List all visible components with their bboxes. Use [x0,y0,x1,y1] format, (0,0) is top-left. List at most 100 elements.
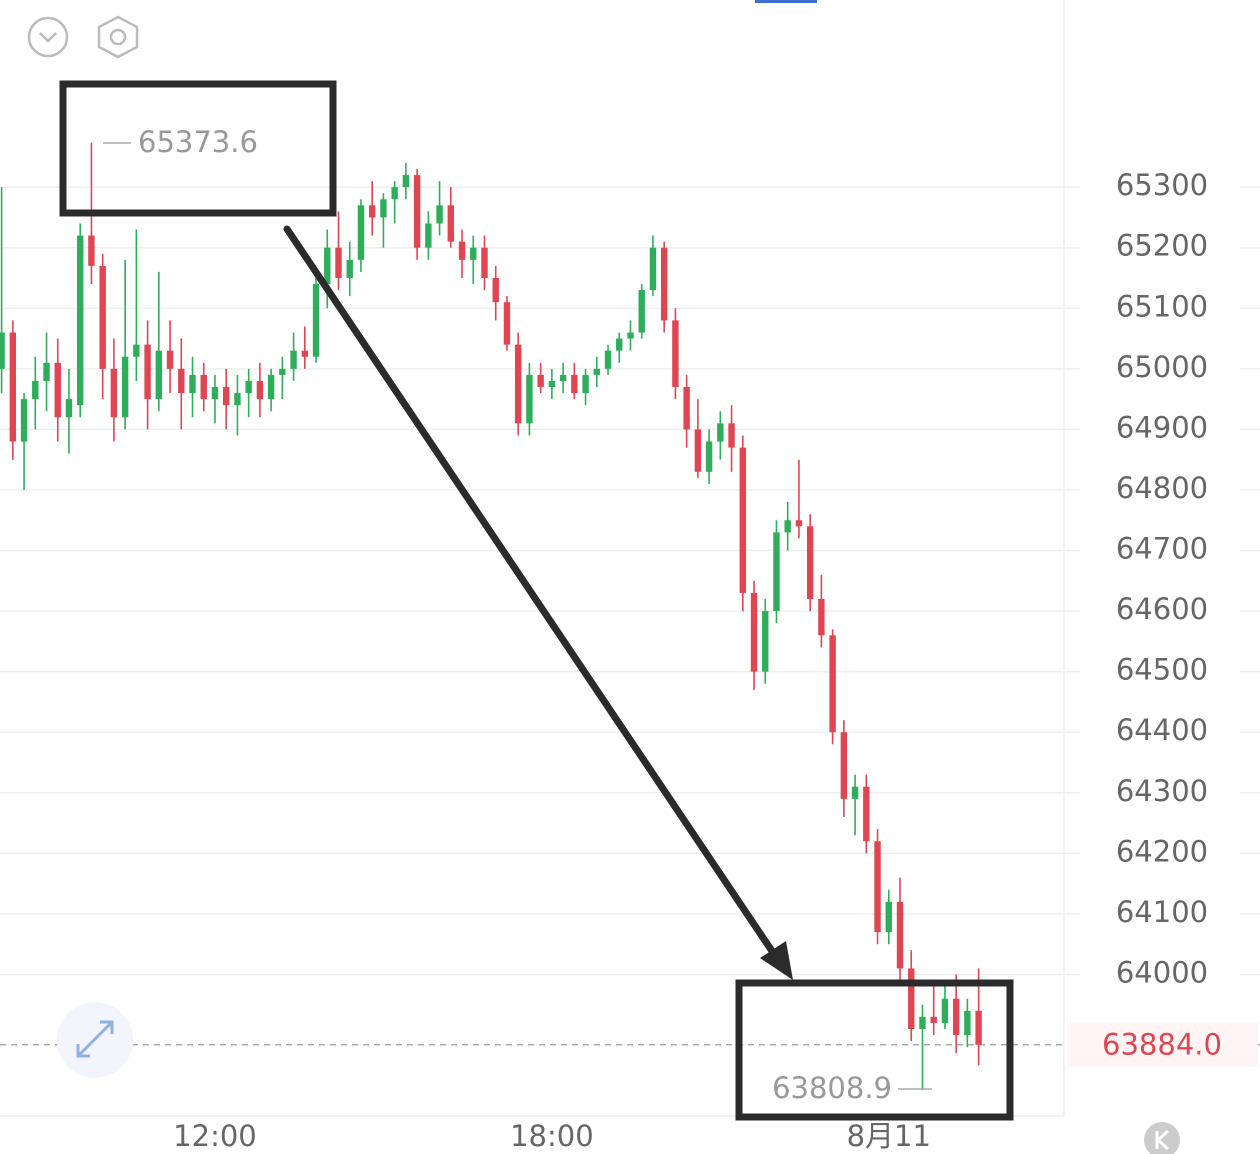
candle-body [638,290,645,333]
candle-body [694,429,702,472]
candle-body [447,205,454,242]
max-label: 65373.6 [138,125,258,159]
candle-body [818,598,825,636]
candle-body [32,380,39,400]
candle-body [548,380,556,388]
y-tick-label: 65300 [1116,168,1208,202]
candle-body [99,265,106,369]
y-tick-label: 64900 [1116,410,1208,444]
candle-body [481,247,488,278]
candle-body [806,526,814,599]
candle-body [178,368,185,394]
annotations: 65373.6 63808.9 [59,80,1014,1121]
candle-body [155,350,163,400]
candle-body [357,205,365,260]
candle-body [324,247,331,285]
y-tick-label: 64300 [1116,774,1208,808]
candle-body [526,374,533,424]
candle-body [660,247,668,321]
x-tick-label: 12:00 [173,1119,257,1153]
last-price-badge [1068,1022,1258,1067]
tab-indicator [755,0,817,3]
candle-body [335,247,342,278]
candle-body [425,223,432,248]
candle-body [728,423,735,448]
candle-body [975,1010,982,1045]
candle-body [245,380,252,394]
y-tick-label: 64100 [1116,895,1208,929]
candle-body [290,350,297,369]
candle-body [941,998,949,1023]
candle-body [604,350,612,369]
icons [27,15,1180,1154]
x-tick-label: 8月11 [847,1119,931,1153]
x-tick-label: 18:00 [510,1119,594,1153]
arrow-shaft [283,225,782,964]
candle-body [750,592,758,672]
arrow-head [760,941,793,980]
y-tick-label: 64000 [1116,955,1208,989]
candle-body [0,332,5,369]
candle-body [65,399,73,418]
candle-body [616,338,623,351]
highlight-box [59,80,337,217]
candle-body [77,235,84,406]
candle-body [863,786,870,842]
candle-body [470,247,477,260]
highlight-box [735,979,1014,1121]
candle-body [717,423,724,442]
candle-body [672,320,679,388]
chevron [39,32,57,43]
candle-body [380,199,387,218]
min-label: 63808.9 [772,1071,892,1105]
candle-body [762,611,769,672]
candle-body [133,344,140,357]
candle-body [649,247,657,291]
candles [0,142,982,1091]
candle-body [43,362,50,381]
y-tick-label: 64700 [1116,532,1208,566]
candle-body [593,368,600,375]
candle-body [189,374,196,394]
candle-body [885,901,892,933]
candle-body [964,1010,971,1036]
candle-body [279,368,286,375]
candle-body [840,732,848,799]
candle-body [683,387,690,430]
y-tick-label: 64800 [1116,471,1208,505]
candle-body [503,302,511,345]
candle-body [896,901,904,969]
settings-center [109,28,127,46]
candle-body [773,532,780,612]
candle-body [851,786,859,799]
settings-icon[interactable] [97,15,139,59]
candle-body [514,344,522,424]
candle-body [705,441,713,472]
y-tick-label: 65100 [1116,289,1208,323]
y-tick-label: 65200 [1116,229,1208,263]
candle-body [223,387,230,406]
candle-body [795,520,803,527]
candle-body [930,1016,937,1023]
candle-body [559,374,567,381]
expand-icon [76,1020,114,1058]
candle-body [200,374,207,400]
candle-body [346,259,353,278]
candle-body [88,235,95,266]
candle-body [402,175,410,188]
candle-body [110,368,118,418]
dropdown-icon[interactable] [27,16,69,58]
y-tick-label: 64200 [1116,834,1208,868]
candle-body [413,175,421,248]
candle-body [627,332,634,339]
candle-body [829,635,836,733]
y-tick-label: 64400 [1116,713,1208,747]
candle-body [571,374,578,394]
last-price-label: 63884.0 [1102,1028,1222,1062]
candle-body [784,520,791,533]
candle-body [9,332,17,442]
candle-body [919,1016,926,1029]
candle-body [436,205,443,224]
